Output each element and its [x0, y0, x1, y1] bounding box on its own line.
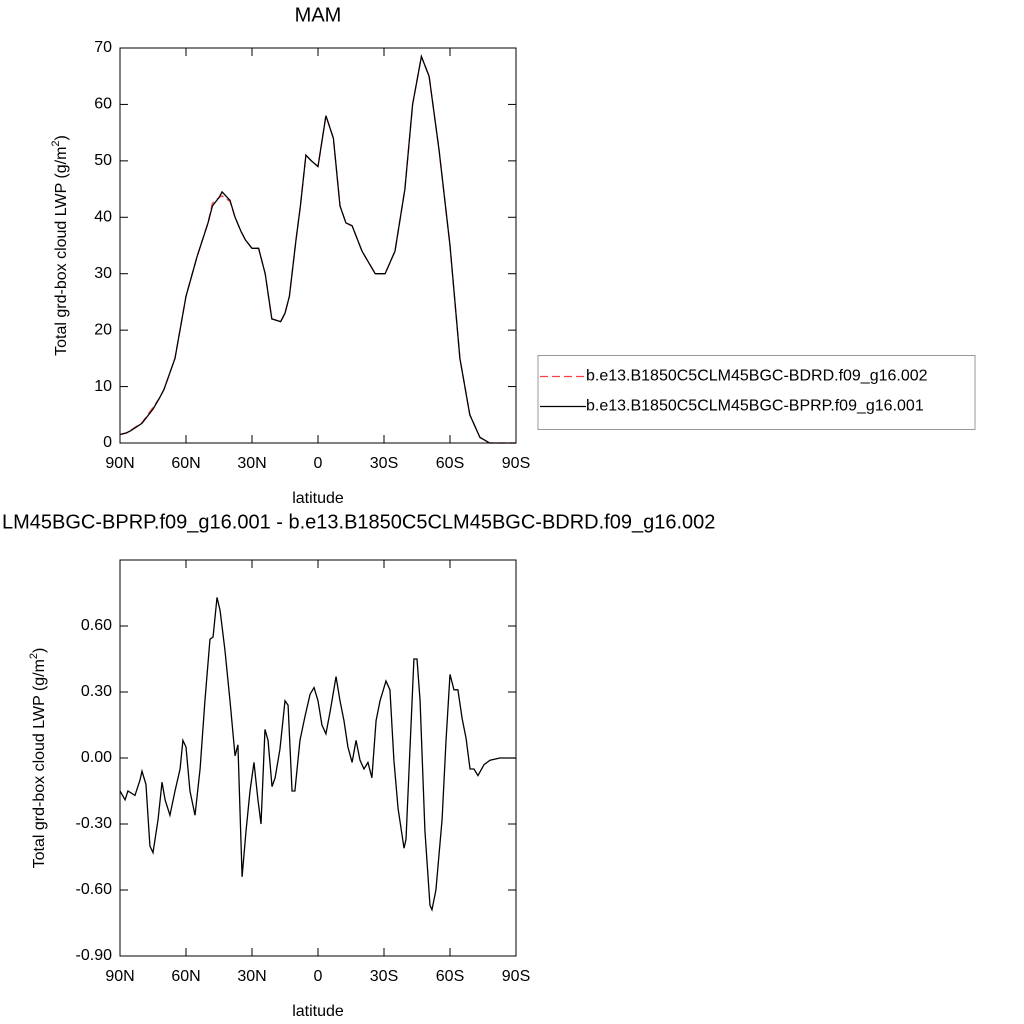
y-axis-label-text: Total grd-box cloud LWP (g/m	[53, 147, 70, 356]
x-tick-label: 0	[314, 968, 323, 985]
chart-title: MAM	[295, 4, 342, 26]
data-line	[119, 597, 516, 912]
x-tick-label: 30S	[370, 968, 398, 985]
x-axis-label: latitude	[292, 490, 344, 507]
legend-box	[537, 355, 976, 430]
x-tick-label: 30N	[237, 968, 266, 985]
y-tick-label: 60	[94, 96, 112, 113]
x-tick-label: 60N	[171, 455, 200, 472]
x-tick-label: 30N	[237, 455, 266, 472]
data-line	[119, 54, 516, 444]
y-tick-label: 0.30	[81, 683, 112, 700]
y-tick-label: 30	[94, 265, 112, 282]
y-axis-label: Total grd-box cloud LWP (g/m2)	[50, 135, 70, 356]
y-tick-label: -0.90	[76, 947, 113, 964]
x-tick-label: 0	[314, 455, 323, 472]
x-axis-label: latitude	[292, 1003, 344, 1020]
y-tick-label: 50	[94, 152, 112, 169]
y-tick-label: 20	[94, 321, 112, 338]
x-tick-label: 60S	[436, 968, 464, 985]
y-tick-label: 0.60	[81, 617, 112, 634]
x-tick-label: 90N	[105, 968, 134, 985]
data-line	[119, 54, 516, 444]
y-tick-label: 40	[94, 209, 112, 226]
y-tick-label: -0.60	[76, 881, 113, 898]
y-tick-label: 10	[94, 378, 112, 395]
y-tick-label: 0.00	[81, 749, 112, 766]
x-tick-label: 90N	[105, 455, 134, 472]
y-axis-label-end: )	[31, 648, 48, 653]
plot-frame	[119, 559, 517, 957]
y-axis-label-sup: 2	[28, 653, 40, 659]
y-tick-label: -0.30	[76, 815, 113, 832]
x-tick-label: 90S	[502, 968, 530, 985]
y-axis-label-text: Total grd-box cloud LWP (g/m	[31, 659, 48, 868]
y-axis-label-end: )	[53, 135, 70, 140]
y-tick-label: 0	[103, 434, 112, 451]
x-tick-label: 90S	[502, 455, 530, 472]
y-axis-label-sup: 2	[50, 140, 62, 146]
chart-title: LM45BGC-BPRP.f09_g16.001 - b.e13.B1850C5…	[2, 511, 715, 533]
y-axis-label: Total grd-box cloud LWP (g/m2)	[28, 648, 48, 869]
x-tick-label: 30S	[370, 455, 398, 472]
legend-label: b.e13.B1850C5CLM45BGC-BDRD.f09_g16.002	[586, 368, 928, 385]
plot-frame	[119, 47, 517, 444]
legend-label: b.e13.B1850C5CLM45BGC-BPRP.f09_g16.001	[586, 398, 924, 415]
x-tick-label: 60N	[171, 968, 200, 985]
y-tick-label: 70	[94, 39, 112, 56]
x-tick-label: 60S	[436, 455, 464, 472]
